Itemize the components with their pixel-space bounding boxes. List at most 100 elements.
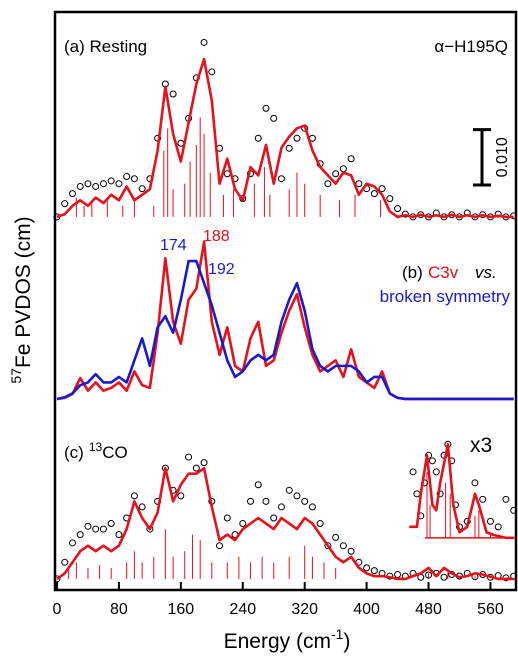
x-tick-label: 0 <box>53 601 62 618</box>
peak-label: 188 <box>203 228 230 245</box>
data-point <box>413 490 421 498</box>
data-point <box>262 497 270 505</box>
x-tick-label: 320 <box>291 601 318 618</box>
data-point <box>223 514 231 522</box>
data-point <box>347 155 355 163</box>
data-point <box>332 533 340 541</box>
data-point <box>285 144 293 152</box>
data-point <box>61 558 69 566</box>
data-point <box>68 190 76 198</box>
x-tick-label: 560 <box>477 601 504 618</box>
data-point <box>432 468 440 476</box>
y-label-superscript: 57 <box>8 368 24 384</box>
peak-label: 192 <box>208 261 235 278</box>
data-point <box>347 547 355 555</box>
data-point <box>394 205 402 213</box>
data-point <box>370 190 378 198</box>
data-point <box>370 567 378 575</box>
data-point <box>277 503 285 511</box>
data-point <box>107 520 115 528</box>
peak-label: 174 <box>160 237 187 254</box>
panel-label: (a) Resting <box>64 37 147 56</box>
data-point <box>425 571 433 579</box>
panel-label: (c) 13CO <box>64 440 128 462</box>
x-tick-label: 400 <box>353 601 380 618</box>
x-tick-label: 160 <box>167 601 194 618</box>
data-point <box>99 525 107 533</box>
data-point <box>479 495 487 503</box>
x-label-text: Energy (cm <box>224 630 331 653</box>
x-label-exponent: -1 <box>331 626 344 642</box>
data-point <box>99 180 107 188</box>
data-point <box>254 481 262 489</box>
data-point <box>428 457 436 465</box>
legend-entry: broken symmetry <box>380 287 511 306</box>
data-point <box>339 542 347 550</box>
data-point <box>84 180 92 188</box>
isotope-mass: 13 <box>89 440 103 454</box>
data-point <box>355 180 363 188</box>
data-point <box>494 523 502 531</box>
data-point <box>115 531 123 539</box>
data-point <box>270 514 278 522</box>
data-point <box>270 114 278 122</box>
data-point <box>68 539 76 547</box>
y-axis-label: 57Fe PVDOS (cm) <box>8 216 35 383</box>
data-point <box>308 503 316 511</box>
data-point <box>324 180 332 188</box>
panel-label: (b) <box>402 263 423 282</box>
data-point <box>301 497 309 505</box>
data-point <box>293 492 301 500</box>
data-point <box>115 180 123 188</box>
series-line <box>56 57 514 219</box>
data-point <box>61 200 69 208</box>
data-point <box>138 503 146 511</box>
data-point <box>440 573 448 581</box>
panel-letter: (c) <box>64 443 84 462</box>
data-point <box>254 134 262 142</box>
scale-bar-label: 0.010 <box>494 137 511 177</box>
x-tick-label: 240 <box>229 601 256 618</box>
x-tick-label: 480 <box>415 601 442 618</box>
data-point <box>262 104 270 112</box>
data-point <box>247 497 255 505</box>
data-point <box>239 520 247 528</box>
data-point <box>502 495 510 503</box>
data-point <box>409 468 417 476</box>
inset-title: x3 <box>470 434 492 457</box>
data-point <box>192 464 200 472</box>
isotope: CO <box>102 443 128 462</box>
x-axis-label: Energy (cm-1) <box>224 626 351 653</box>
sample-title: α−H195Q <box>434 37 508 56</box>
data-point <box>293 134 301 142</box>
x-tick-label: 80 <box>110 601 128 618</box>
data-point <box>169 90 177 98</box>
data-point <box>486 517 494 525</box>
data-point <box>177 492 185 500</box>
data-point <box>107 177 115 185</box>
data-point <box>339 165 347 173</box>
data-point <box>363 564 371 572</box>
x-label-end: ) <box>343 630 350 653</box>
data-point <box>332 170 340 178</box>
data-point <box>378 185 386 193</box>
data-point <box>76 182 84 190</box>
y-label-text: Fe PVDOS (cm) <box>12 216 35 368</box>
data-point <box>316 520 324 528</box>
plot-area <box>53 38 518 583</box>
frame <box>53 10 518 592</box>
data-point <box>208 68 216 76</box>
data-point <box>216 542 224 550</box>
data-point <box>92 525 100 533</box>
series-line <box>409 443 514 540</box>
data-point <box>84 522 92 530</box>
data-point <box>285 486 293 494</box>
data-point <box>200 459 208 467</box>
data-point <box>130 175 138 183</box>
data-point <box>130 492 138 500</box>
series-line <box>56 259 514 401</box>
data-point <box>138 185 146 193</box>
data-point <box>471 479 479 487</box>
data-point <box>394 570 402 578</box>
